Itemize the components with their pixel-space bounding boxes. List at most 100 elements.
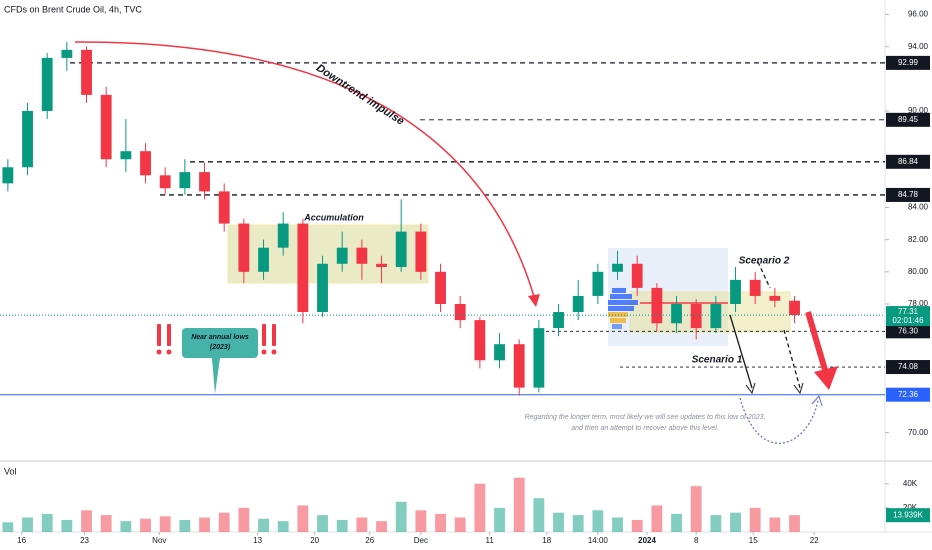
scenario1-arrow: [729, 314, 753, 389]
level-label: 86.84: [898, 157, 919, 166]
candle-body: [474, 320, 486, 361]
x-tick-label: 13: [253, 536, 262, 545]
note-text: and then an attempt to recover above thi…: [571, 425, 719, 432]
volume-bar: [474, 483, 486, 532]
x-tick-label: 14:00: [588, 536, 609, 545]
level-tag: [886, 324, 930, 339]
callout-text: Near annual lows: [191, 334, 249, 341]
callout-text: (2023): [210, 344, 231, 351]
volume-bar: [81, 510, 92, 532]
arrow-head: [811, 394, 823, 407]
volume-bar: [612, 517, 623, 532]
volume-bar: [730, 512, 741, 532]
volume-bar: [199, 517, 210, 532]
volume-label: 13.939K: [893, 510, 923, 519]
volume-bar: [533, 498, 545, 532]
candle-body: [61, 49, 73, 58]
scenario2-label: Scenario 2: [739, 256, 790, 267]
last-price-label: 77.31: [898, 307, 919, 316]
volume-bar: [336, 519, 348, 532]
volume-bar: [651, 505, 663, 532]
volume-bar: [395, 501, 407, 532]
note-text: Regarding the longer term, most likely w…: [525, 414, 766, 421]
level-tag: [886, 112, 930, 127]
volume-bar: [454, 517, 466, 532]
candle-body: [572, 295, 584, 313]
volume-bar: [61, 519, 73, 532]
y-tick-label: 90.00: [908, 106, 929, 115]
candle-body: [317, 263, 328, 313]
candle-body: [494, 344, 505, 361]
candle-body: [592, 271, 604, 296]
candle-body: [179, 172, 191, 189]
x-tick-label: 22: [810, 536, 819, 545]
volume-profile: [608, 288, 728, 329]
arrow-head: [793, 382, 804, 395]
candle-body: [730, 279, 741, 304]
candle-body: [159, 175, 171, 189]
plot-layer: [0, 41, 885, 532]
last-price-tag: [886, 306, 930, 327]
volume-bar: [120, 521, 132, 532]
volume-bar: [435, 513, 446, 532]
candle-body: [218, 191, 230, 224]
level-tag: [886, 360, 930, 375]
candle-body: [749, 279, 761, 296]
level-label: 89.45: [898, 115, 919, 124]
candle-body: [435, 271, 446, 304]
y-tick-label: 80.00: [908, 267, 929, 276]
volume-bar: [356, 517, 368, 532]
level-tag: [886, 187, 930, 202]
candle-body: [376, 263, 387, 267]
candle-body: [120, 151, 132, 160]
candle-body: [553, 312, 564, 329]
x-tick-label: 23: [80, 536, 89, 545]
volume-bar: [572, 515, 584, 532]
y-tick-label: 94.00: [908, 42, 929, 51]
x-tick-label: 11: [486, 536, 495, 545]
volume-bar: [140, 518, 151, 532]
candle-body: [297, 223, 309, 313]
candle-body: [710, 303, 722, 329]
candle-body: [258, 247, 269, 272]
chart-title: CFDs on Brent Crude Oil, 4h, TVC: [4, 4, 142, 14]
level-tag: [886, 55, 930, 70]
volume-bar: [238, 507, 250, 532]
volume-bar: [749, 507, 761, 532]
annual-low-tag: [886, 387, 930, 402]
x-tick-label: 20: [310, 536, 319, 545]
level-label: 92.99: [898, 58, 919, 67]
y-tick-label: 96.00: [908, 10, 929, 19]
candle-body: [22, 110, 33, 168]
volume-bar: [317, 515, 328, 532]
candle-body: [356, 247, 368, 264]
candle-body: [100, 94, 112, 160]
volume-bar: [415, 510, 427, 532]
volume-bar: [690, 486, 702, 532]
candle-body: [140, 151, 151, 176]
volume-tick-label: 40K: [903, 479, 918, 488]
volume-bar: [553, 512, 564, 532]
level-label: 76.30: [898, 326, 919, 335]
volume-bar: [179, 519, 191, 532]
y-tick-label: 70.00: [908, 428, 929, 437]
candle-body: [769, 295, 781, 301]
x-tick-label: 2024: [638, 536, 656, 545]
annual-low-label: 72.36: [898, 390, 919, 399]
candle-body: [2, 167, 14, 184]
candle-body: [415, 231, 427, 272]
volume-bar: [2, 522, 14, 532]
candle-body: [631, 263, 643, 288]
volume-bar: [297, 505, 309, 532]
candle-body: [690, 303, 702, 329]
volume-bar: [710, 515, 722, 532]
volume-bar: [769, 517, 781, 532]
volume-bar: [376, 521, 387, 532]
candle-body: [199, 172, 210, 192]
volume-bar: [494, 507, 505, 532]
candle-body: [671, 303, 682, 324]
x-tick-label: 16: [17, 536, 26, 545]
arrow-head: [814, 366, 838, 390]
x-tick-label: Dec: [414, 536, 428, 545]
